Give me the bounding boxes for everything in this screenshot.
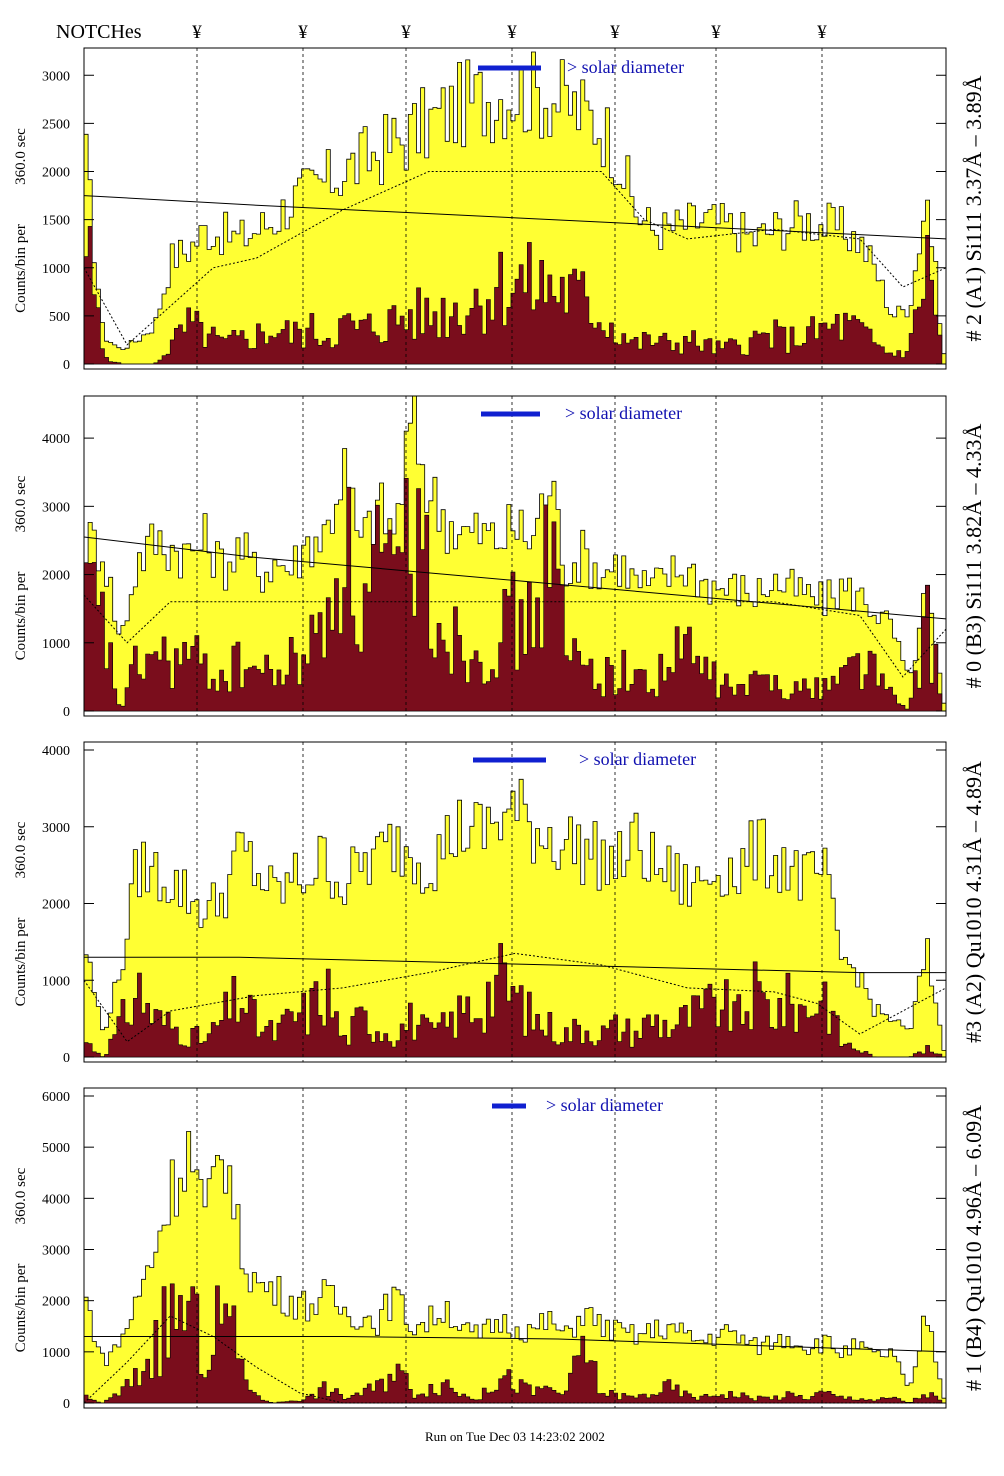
panel-0: 0 500 1000 1500 2000 2500 3000 Counts/bin per 36… [13,47,986,373]
y-tick-label: 1000 [42,637,70,652]
panels: 0 500 1000 1500 2000 2500 3000 Counts/bin per 36… [13,47,986,1412]
total-counts-histogram [84,51,946,365]
y-tick-label: 4000 [42,432,70,447]
panel-label: # 2 (A1) Si111 3.37Å – 3.89Å [961,75,986,341]
y-tick-label: 3000 [42,500,70,515]
model-line [84,1315,946,1404]
y-tick-label: 2000 [42,569,70,584]
y-tick-label: 2000 [42,898,70,913]
y-axis-label: Counts/bin per [13,572,29,661]
plot-frame [83,1087,947,1409]
y-tick-label: 1000 [42,262,70,277]
notch-marker: ¥ [507,22,517,43]
notch-marker: ¥ [401,22,411,43]
plot-frame [83,395,947,717]
legend-label: > solar diameter [565,403,682,423]
panel-2: 0 1000 2000 3000 4000 Counts/bin per 360.0 sec… [13,741,986,1066]
total-counts-histogram [84,1131,946,1404]
y-tick-label: 6000 [42,1090,70,1105]
component-counts-histogram [84,226,946,365]
baseline-line [84,1336,946,1353]
y-tick-label: 0 [63,358,70,373]
legend-label: > solar diameter [567,57,684,77]
y-tick-label: 4000 [42,1192,70,1207]
y-axis-label: Counts/bin per [13,1264,29,1353]
notch-marker: ¥ [192,22,202,43]
y-tick-label: 3000 [42,821,70,836]
panel-3: 0 1000 2000 3000 4000 5000 6000 Counts/bin per 3… [13,1087,986,1412]
y-tick-label: 0 [63,1051,70,1066]
y-tick-label: 1500 [42,214,70,229]
baseline-line [84,956,946,974]
y-tick-label: 3000 [42,69,70,84]
y-axis-unit-label: 360.0 sec [13,128,29,185]
y-tick-label: 5000 [42,1141,70,1156]
model-line [84,594,946,678]
component-counts-histogram [84,478,946,712]
y-tick-label: 2000 [42,166,70,181]
plot-frame [83,741,947,1063]
notch-marker: ¥ [610,22,620,43]
y-tick-label: 1000 [42,1346,70,1361]
y-tick-label: 500 [49,310,70,325]
y-tick-label: 2500 [42,117,70,132]
baseline-line [84,195,946,240]
legend-label: > solar diameter [579,749,696,769]
notch-marker: ¥ [298,22,308,43]
y-tick-label: 3000 [42,1244,70,1259]
y-tick-label: 0 [63,1397,70,1412]
y-tick-label: 1000 [42,974,70,989]
y-tick-label: 2000 [42,1295,70,1310]
model-line [84,952,946,1043]
notch-marker: ¥ [817,22,827,43]
y-axis-unit-label: 360.0 sec [13,1167,29,1224]
panel-label: #3 (A2) Qu1010 4.31Å – 4.89Å [961,761,986,1043]
panel-label: # 0 (B3) Si111 3.82Å – 4.33Å [961,423,986,688]
baseline-line [84,536,946,620]
y-axis-label: Counts/bin per [13,918,29,1007]
y-axis-label: Counts/bin per [13,224,29,313]
notch-markers: ¥ ¥ ¥ ¥ ¥ ¥ ¥ [192,22,827,43]
total-counts-histogram [84,778,946,1058]
plot-frame [83,47,947,370]
total-counts-histogram [84,396,946,712]
y-axis-unit-label: 360.0 sec [13,475,29,532]
model-line [84,171,946,346]
panel-1: 0 1000 2000 3000 4000 Counts/bin per 360.0 sec… [13,395,986,720]
y-tick-label: 4000 [42,744,70,759]
component-counts-histogram [84,943,946,1058]
y-axis-unit-label: 360.0 sec [13,821,29,878]
run-timestamp: Run on Tue Dec 03 14:23:02 2002 [425,1429,605,1444]
legend-label: > solar diameter [546,1095,663,1115]
notches-label: NOTCHes [56,21,142,43]
notch-marker: ¥ [711,22,721,43]
component-counts-histogram [84,1283,946,1404]
y-tick-label: 0 [63,705,70,720]
panel-label: # 1 (B4) Qu1010 4.96Å – 6.09Å [961,1105,986,1391]
